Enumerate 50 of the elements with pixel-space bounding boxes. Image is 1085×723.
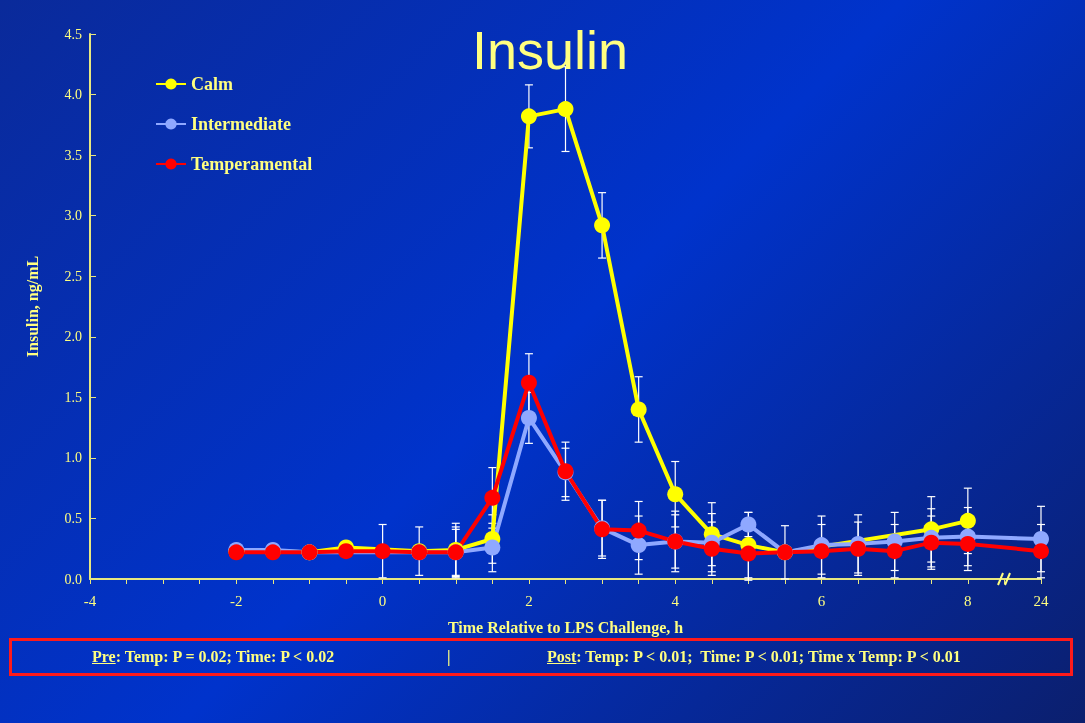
point	[1033, 543, 1049, 560]
x-tick-label: -2	[230, 592, 243, 609]
point	[813, 543, 830, 560]
text: Post: Temp: P < 0.01; Time: P < 0.01; Time x Temp: P < 0.01	[547, 648, 961, 666]
x-tick-label: 4	[671, 592, 680, 609]
x-tick-label: 24	[1033, 592, 1049, 609]
x-axis-title: Time Relative to LPS Challenge, h	[447, 618, 684, 637]
point	[557, 101, 574, 118]
y-tick-label: 3.5	[64, 147, 82, 163]
point	[374, 543, 391, 560]
point	[740, 545, 757, 562]
y-tick-label: 4.5	[64, 26, 82, 42]
legend-label: Temperamental	[191, 154, 313, 174]
point	[959, 512, 976, 529]
point	[740, 516, 757, 533]
point	[959, 535, 976, 552]
point	[703, 540, 720, 557]
point	[667, 486, 684, 503]
point	[484, 489, 501, 506]
point	[630, 537, 647, 554]
point	[594, 217, 611, 234]
y-tick-label: 4.0	[64, 87, 82, 103]
point	[630, 522, 647, 539]
point	[520, 108, 537, 125]
point	[923, 534, 940, 551]
point	[886, 543, 903, 560]
point	[484, 539, 501, 556]
point	[630, 401, 647, 418]
y-tick-label: 3.0	[64, 208, 82, 224]
text: |	[447, 648, 451, 666]
point	[520, 409, 537, 426]
text: Pre: Temp: P = 0.02; Time: P < 0.02	[92, 648, 335, 666]
legend-label: Calm	[191, 74, 233, 94]
x-tick-label: -4	[83, 592, 97, 609]
chart-title: Insulin	[471, 20, 629, 80]
x-tick-label: 8	[964, 592, 972, 609]
x-tick-label: 6	[817, 592, 826, 609]
point	[520, 374, 537, 391]
y-tick-label: 2.0	[64, 329, 82, 345]
y-tick-label: 2.5	[64, 268, 82, 284]
y-tick-label: 1.5	[64, 389, 82, 405]
legend-label: Intermediate	[191, 114, 291, 134]
x-tick-label: 0	[378, 592, 387, 609]
y-tick-label: 0.0	[64, 571, 82, 587]
y-axis-title: Insulin, ng/mL	[23, 255, 42, 358]
y-tick-label: 1.0	[64, 450, 82, 466]
point	[850, 540, 867, 557]
y-tick-label: 0.5	[64, 510, 82, 526]
x-tick-label: 2	[525, 592, 533, 609]
point	[338, 543, 355, 560]
